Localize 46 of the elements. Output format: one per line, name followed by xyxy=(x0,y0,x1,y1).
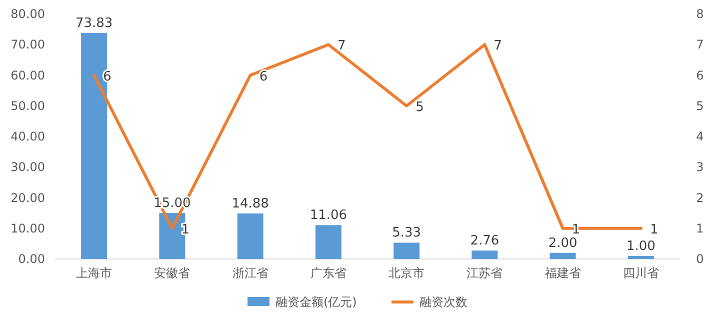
y-tick-label: 80.00 xyxy=(10,7,45,21)
bar xyxy=(237,213,264,259)
x-tick-label: 四川省 xyxy=(622,266,659,280)
x-tick-label: 北京市 xyxy=(388,266,425,280)
y-tick-label: 10.00 xyxy=(10,221,45,236)
data-label: 1.00 xyxy=(626,238,656,254)
data-label: 2.76 xyxy=(470,234,500,249)
data-label: 73.83 xyxy=(75,16,113,31)
x-tick-label: 上海市 xyxy=(76,266,112,280)
y2-tick-label: 5 xyxy=(696,98,704,113)
x-tick-label: 安徽省 xyxy=(154,266,190,280)
data-label: 14.88 xyxy=(232,196,269,212)
y-tick-label: 30.00 xyxy=(10,160,45,174)
y2-tick-label: 8 xyxy=(696,7,704,21)
x-tick-label: 广东省 xyxy=(310,266,346,280)
x-tick-label: 浙江省 xyxy=(232,266,268,280)
y-tick-label: 0.00 xyxy=(18,252,45,266)
legend-label: 融资次数 xyxy=(420,295,468,309)
data-label: 7 xyxy=(494,38,502,54)
legend-label: 融资金额(亿元) xyxy=(276,295,357,309)
y2-tick-label: 0 xyxy=(696,252,704,266)
data-label: 7 xyxy=(337,38,346,54)
y2-tick-label: 1 xyxy=(696,221,704,236)
bar xyxy=(315,225,342,259)
data-label: 1 xyxy=(650,222,658,238)
y-tick-label: 70.00 xyxy=(10,38,45,52)
bar xyxy=(628,256,654,259)
y2-tick-label: 3 xyxy=(696,160,704,174)
y-tick-label: 20.00 xyxy=(10,190,45,205)
y-tick-label: 50.00 xyxy=(10,98,45,113)
bar xyxy=(394,242,420,259)
y2-tick-label: 6 xyxy=(696,68,704,82)
bar xyxy=(550,252,576,259)
data-label: 11.06 xyxy=(310,208,348,224)
bar xyxy=(472,250,498,259)
data-label: 5 xyxy=(416,100,424,115)
data-label: 2.00 xyxy=(548,236,578,251)
x-tick-label: 江苏省 xyxy=(466,266,503,280)
y2-tick-label: 7 xyxy=(696,38,704,52)
data-label: 6 xyxy=(259,69,268,84)
y2-tick-label: 2 xyxy=(696,190,704,205)
data-label: 5.33 xyxy=(392,226,422,241)
y-tick-label: 40.00 xyxy=(10,130,45,144)
y-tick-label: 60.00 xyxy=(10,68,45,82)
x-tick-label: 福建省 xyxy=(544,266,581,280)
y2-tick-label: 4 xyxy=(696,130,704,144)
